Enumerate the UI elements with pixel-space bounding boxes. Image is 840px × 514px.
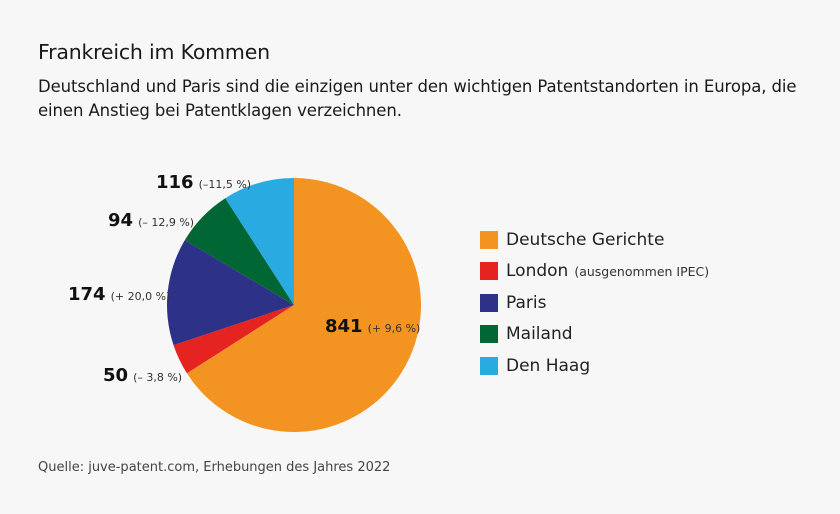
legend-swatch <box>480 325 498 344</box>
legend-swatch <box>480 356 498 375</box>
legend-label: London <box>506 261 569 282</box>
legend-item-deutsche-gerichte: Deutsche Gerichte <box>480 224 709 256</box>
legend-item-paris: Paris <box>480 287 709 319</box>
legend-swatch <box>480 293 498 312</box>
legend-item-den-haag: Den Haag <box>480 350 709 382</box>
legend-swatch <box>480 230 498 249</box>
pie-slice-den-haag <box>225 177 294 305</box>
legend-label: Paris <box>506 292 547 313</box>
legend-label: Den Haag <box>506 355 591 376</box>
slice-label-den-haag: 116 (–11,5 %) <box>156 172 251 193</box>
slice-change: (– 3,8 %) <box>133 371 182 384</box>
slice-label-paris: 174 (+ 20,0 %) <box>68 284 170 305</box>
legend-note: (ausgenommen IPEC) <box>574 263 710 279</box>
slice-value: 841 <box>325 316 363 337</box>
pie-slice-paris <box>167 240 294 346</box>
slice-change: (– 12,9 %) <box>138 216 194 229</box>
legend-label: Mailand <box>506 324 573 345</box>
slice-change: (+ 9,6 %) <box>368 322 421 335</box>
legend-item-mailand: Mailand <box>480 319 709 351</box>
pie-slice-deutsche-gerichte <box>186 178 422 432</box>
chart-subtitle: Deutschland und Paris sind die einzigen … <box>38 77 797 120</box>
pie-slice-london <box>173 305 294 374</box>
legend-label: Deutsche Gerichte <box>506 229 665 250</box>
pie-slice-mailand <box>184 198 294 305</box>
slice-change: (+ 20,0 %) <box>111 290 171 303</box>
source-note: Quelle: juve-patent.com, Erhebungen des … <box>38 460 391 475</box>
slice-value: 116 <box>156 172 194 193</box>
slice-value: 50 <box>103 365 128 386</box>
slice-label-mailand: 94 (– 12,9 %) <box>108 210 194 231</box>
slice-label-london: 50 (– 3,8 %) <box>103 365 182 386</box>
slice-value: 94 <box>108 210 133 231</box>
slice-label-deutsche-gerichte: 841 (+ 9,6 %) <box>325 316 420 337</box>
slice-change: (–11,5 %) <box>199 178 252 191</box>
chart-title: Frankreich im Kommen <box>38 40 270 64</box>
legend-swatch <box>480 262 498 281</box>
legend: Deutsche Gerichte London (ausgenommen IP… <box>480 224 709 382</box>
slice-value: 174 <box>68 284 106 305</box>
legend-item-london: London (ausgenommen IPEC) <box>480 256 709 288</box>
